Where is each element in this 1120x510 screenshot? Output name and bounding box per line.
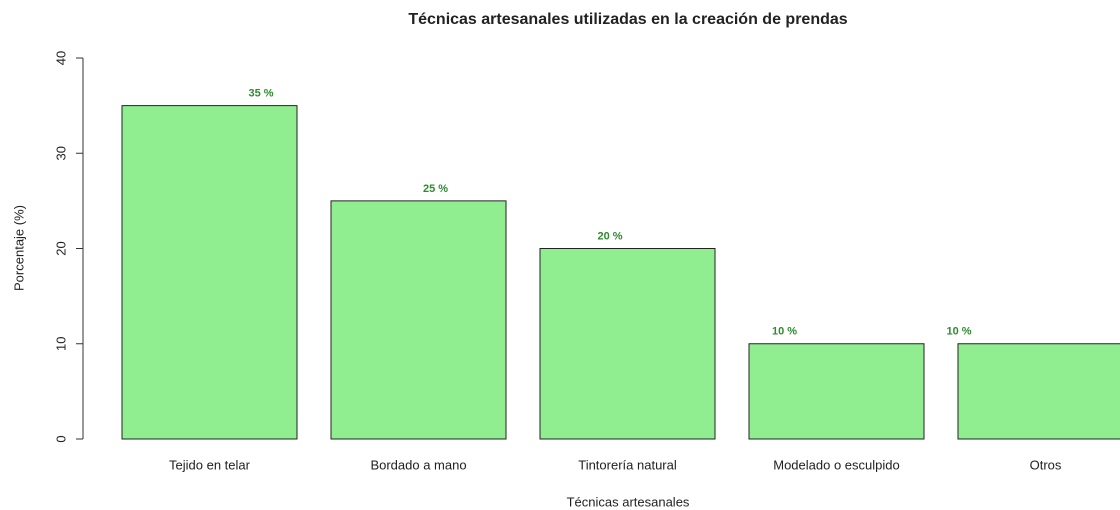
x-tick-label: Tintorería natural bbox=[578, 457, 677, 472]
y-tick-label: 40 bbox=[53, 51, 68, 65]
x-tick-label: Bordado a mano bbox=[370, 457, 466, 472]
y-tick-label: 0 bbox=[53, 435, 68, 442]
value-label: 25 % bbox=[423, 183, 448, 195]
x-axis-label: Técnicas artesanales bbox=[567, 494, 690, 509]
value-label: 35 % bbox=[248, 88, 273, 100]
y-tick-label: 30 bbox=[53, 146, 68, 160]
chart-title: Técnicas artesanales utilizadas en la cr… bbox=[408, 11, 847, 28]
value-label: 10 % bbox=[946, 326, 971, 338]
x-tick-label: Modelado o esculpido bbox=[773, 457, 899, 472]
y-tick-label: 20 bbox=[53, 241, 68, 255]
bar bbox=[748, 343, 925, 440]
value-label: 20 % bbox=[597, 230, 622, 242]
y-tick-label: 10 bbox=[53, 337, 68, 351]
value-label: 10 % bbox=[772, 326, 797, 338]
x-tick-label: Otros bbox=[1030, 457, 1062, 472]
y-axis-label: Porcentaje (%) bbox=[11, 205, 26, 291]
bar bbox=[330, 200, 507, 440]
bar bbox=[121, 105, 298, 440]
x-tick-label: Tejido en telar bbox=[169, 457, 251, 472]
bar bbox=[539, 248, 716, 440]
bar bbox=[957, 343, 1120, 440]
